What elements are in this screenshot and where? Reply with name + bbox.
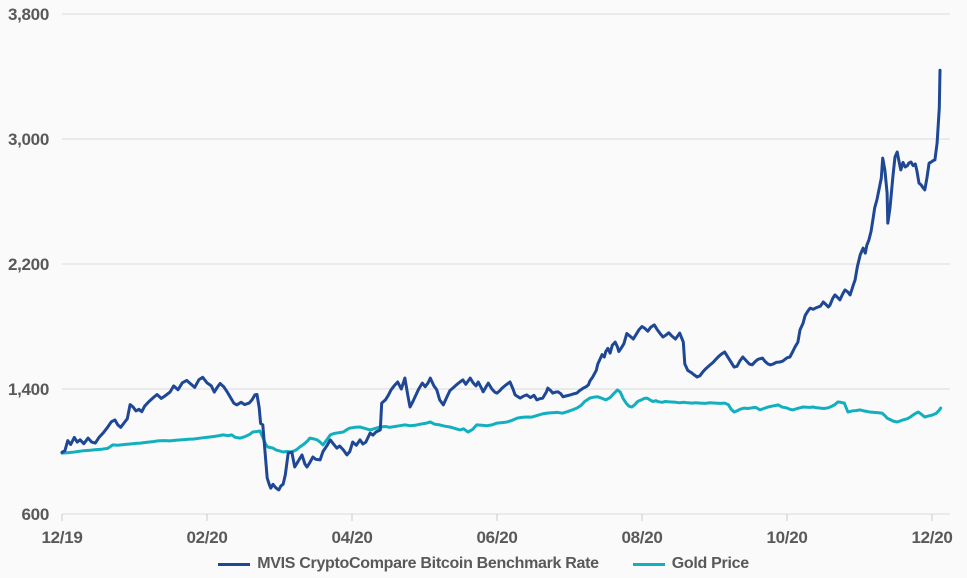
bitcoin-line-swatch bbox=[218, 562, 251, 566]
bitcoin-legend-label: MVIS CryptoCompare Bitcoin Benchmark Rat… bbox=[257, 555, 599, 572]
x-axis-label: 10/20 bbox=[766, 528, 807, 547]
legend-item-gold: Gold Price bbox=[632, 555, 749, 573]
x-axis-label: 06/20 bbox=[476, 528, 517, 547]
y-axis-label: 3,000 bbox=[8, 130, 49, 149]
x-axis-label: 02/20 bbox=[186, 528, 227, 547]
x-axis-label: 04/20 bbox=[331, 528, 372, 547]
x-axis-label: 12/20 bbox=[911, 528, 952, 547]
gold-legend-label: Gold Price bbox=[671, 555, 749, 572]
series-line-bitcoin bbox=[60, 68, 942, 492]
legend: MVIS CryptoCompare Bitcoin Benchmark Rat… bbox=[0, 555, 967, 573]
y-axis-label: 600 bbox=[22, 505, 49, 524]
x-axis-label: 12/19 bbox=[41, 528, 82, 547]
gold-line-swatch bbox=[632, 562, 665, 566]
y-axis-label: 2,200 bbox=[8, 255, 49, 274]
y-axis-label: 1,400 bbox=[8, 380, 49, 399]
x-axis-label: 08/20 bbox=[621, 528, 662, 547]
series-line-gold bbox=[60, 388, 943, 455]
y-axis-label: 3,800 bbox=[8, 5, 49, 24]
legend-item-bitcoin: MVIS CryptoCompare Bitcoin Benchmark Rat… bbox=[218, 555, 599, 573]
